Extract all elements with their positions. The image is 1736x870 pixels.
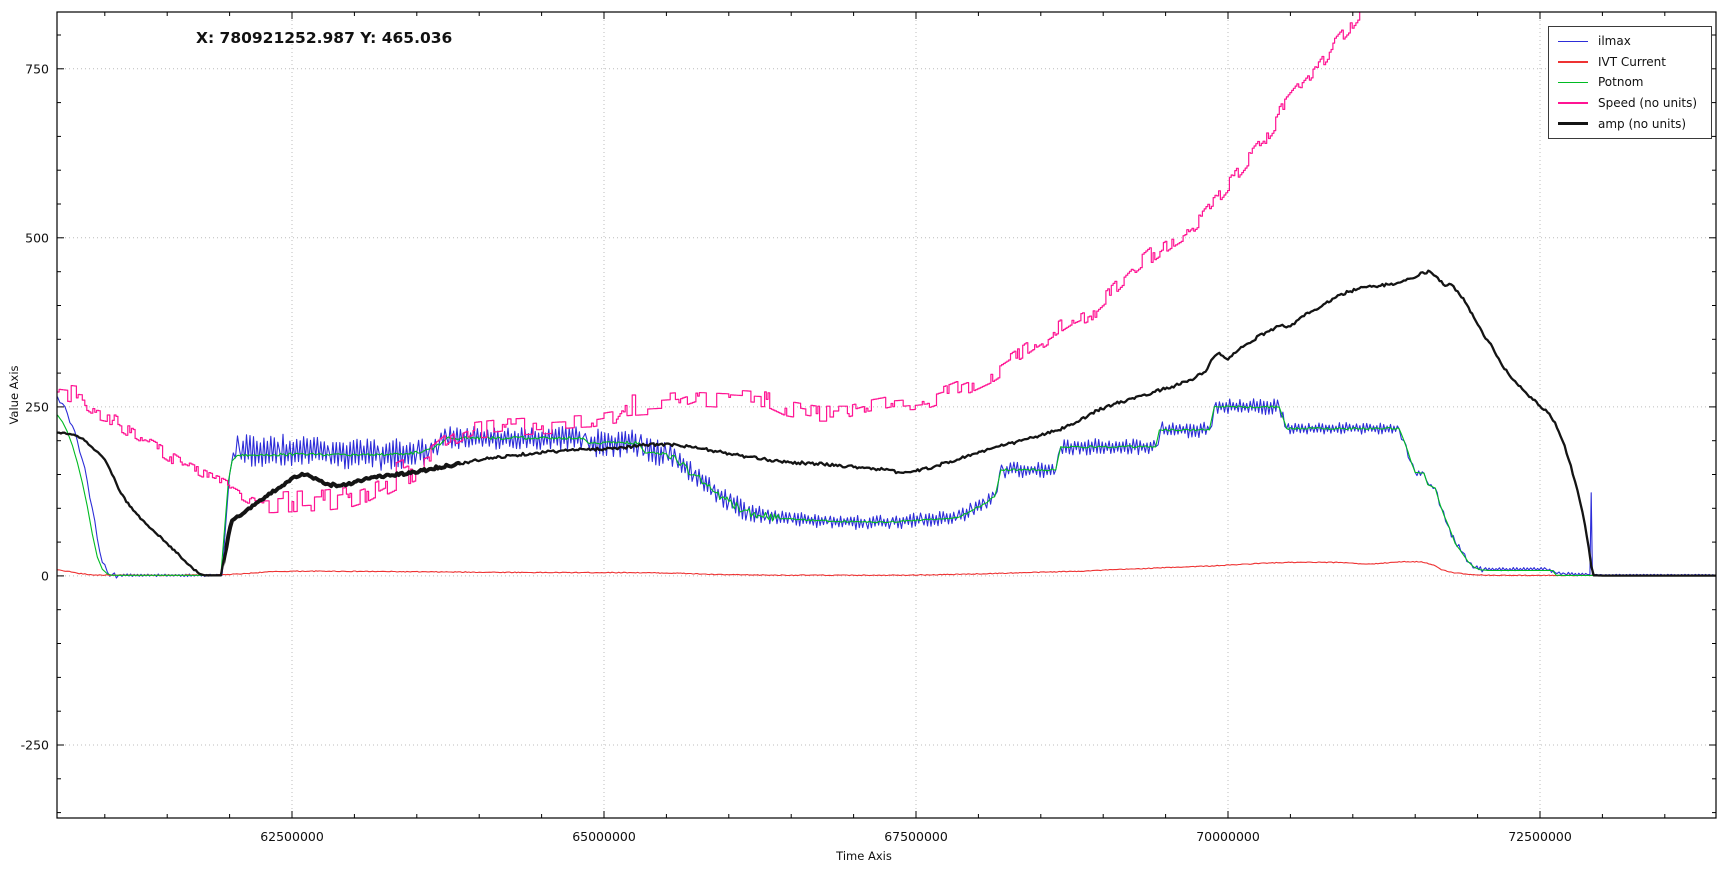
x-tick-labels: 62500000 65000000 67500000 70000000 72500000 <box>260 829 1572 844</box>
legend-swatch-speed-no-units <box>1558 102 1588 104</box>
series-speed-no-units <box>57 12 1361 514</box>
x-axis-title: Time Axis <box>836 849 892 863</box>
legend-label-amp-no-units: amp (no units) <box>1598 116 1687 131</box>
legend-swatch-ilmax <box>1558 40 1588 43</box>
y-tick-label: -250 <box>21 738 49 753</box>
y-tick-label: 500 <box>25 230 49 245</box>
series-potnom <box>57 405 1716 576</box>
x-tick-label: 65000000 <box>572 829 636 844</box>
legend-item-speed-no-units[interactable]: Speed (no units) <box>1549 93 1711 114</box>
x-tick-label: 67500000 <box>884 829 948 844</box>
x-tick-label: 70000000 <box>1196 829 1260 844</box>
legend-label-ilmax: ilmax <box>1598 34 1631 49</box>
legend-label-potnom: Potnom <box>1598 75 1644 90</box>
legend-swatch-potnom <box>1558 81 1588 84</box>
y-tick-label: 750 <box>25 61 49 76</box>
y-tick-labels: -250 0 250 500 750 <box>21 61 49 752</box>
legend-label-speed-no-units: Speed (no units) <box>1598 96 1698 111</box>
legend-swatch-ivt-current <box>1558 61 1588 63</box>
cursor-readout-title: X: 780921252.987 Y: 465.036 <box>196 29 453 47</box>
plot-border <box>56 11 1717 819</box>
legend-swatch-amp-no-units <box>1558 122 1588 126</box>
gridlines <box>57 12 1716 818</box>
series-ivt-current <box>57 560 1716 577</box>
y-tick-label: 0 <box>41 568 49 583</box>
legend-item-ilmax[interactable]: ilmax <box>1549 31 1711 52</box>
y-axis-title: Value Axis <box>7 365 21 425</box>
legend-label-ivt-current: IVT Current <box>1598 54 1666 69</box>
legend-item-ivt-current[interactable]: IVT Current <box>1549 52 1711 73</box>
axis-ticks <box>57 12 1716 818</box>
legend[interactable]: ilmax IVT Current Potnom Speed (no units) am… <box>1548 26 1712 139</box>
plot-background <box>57 12 1716 818</box>
y-tick-label: 250 <box>25 399 49 414</box>
legend-item-amp-no-units[interactable]: amp (no units) <box>1549 113 1711 134</box>
x-tick-label: 62500000 <box>260 829 324 844</box>
x-tick-label: 72500000 <box>1508 829 1572 844</box>
legend-item-potnom[interactable]: Potnom <box>1549 72 1711 93</box>
series-amp-no-units-markers <box>224 460 461 567</box>
